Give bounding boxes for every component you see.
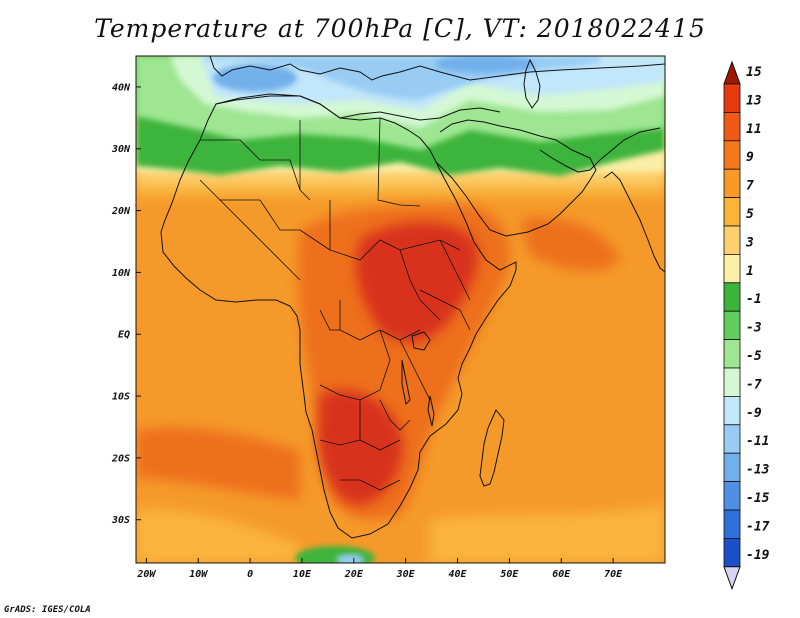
madagascar-outline [479,409,505,487]
lon-tick-label: 10E [293,569,312,580]
field-warm-south-atlantic [136,427,300,500]
colorbar-label: -7 [746,377,762,392]
lon-tick-label: 60E [552,569,571,580]
field-cold-core-ne [435,56,535,73]
colorbar-swatch [723,339,741,369]
persian-gulf-coast [539,127,661,173]
longitude-axis: 20W 10W 0 10E 20E 30E 40E 50E 60E 70E [136,558,623,580]
colorbar-swatch [723,310,741,341]
colorbar-label: -15 [746,491,770,506]
colorbar-label: -17 [746,519,770,534]
lat-tick-label: 20N [111,206,131,217]
latitude-axis: 40N 30N 20N 10N EQ 10S 20S 30S [111,82,141,526]
colorbar-swatch [723,538,741,568]
colorbar-label: 15 [746,65,762,80]
lat-tick-label: 30N [111,144,131,155]
colorbar-label: 11 [746,122,762,137]
field-cool-south-atlantic [136,509,300,563]
lat-tick-label: 40N [112,82,131,93]
colorbar-swatch [723,225,741,255]
colorbar-swatch [723,168,741,198]
colorbar-swatch [723,112,741,142]
lat-tick-label: EQ [118,330,130,341]
country-borders [199,117,471,491]
colorbar-swatch [723,140,741,170]
colorbar-top-arrow [723,60,741,85]
colorbar-swatch [723,452,741,483]
colorbar-swatch [723,282,741,312]
field-hot-southern-africa [318,389,403,505]
coastlines-borders [160,56,665,539]
colorbar-label: 1 [746,264,754,279]
colorbar-label: -19 [746,548,770,563]
colorbar-swatch [723,253,741,284]
colorbar-swatch [723,197,741,227]
colorbar-label: -11 [746,434,769,449]
colorbar-label: -1 [746,292,762,307]
field-warm-arabian-sea [520,217,620,272]
lake-malawi [427,395,435,427]
lat-tick-label: 20S [111,453,130,464]
lon-tick-label: 70E [604,569,623,580]
colorbar-swatch [723,83,741,113]
colorbar-label: 7 [746,179,754,194]
colorbar-swatch [723,424,741,454]
chart-title: Temperature at 700hPa [C], VT: 201802241… [94,14,706,43]
colorbar-label: -3 [746,321,762,336]
colorbar-swatch [723,367,741,397]
lat-tick-label: 10N [112,268,131,279]
mediterranean-coast [215,93,501,121]
colorbar-label: -5 [746,349,762,364]
lon-tick-label: 30E [396,569,416,580]
credit-text: GrADS: IGES/COLA [4,605,91,615]
colorbar-label: 5 [746,207,754,222]
lat-tick-label: 30S [111,515,130,526]
lake-tanganyika [401,359,411,406]
colorbar-label: 9 [746,150,754,165]
lon-tick-label: 10W [189,569,208,580]
india-outline [603,171,665,273]
field-cold-core-nw [213,64,297,92]
caspian-outline [523,58,541,109]
colorbar-bottom-arrow [723,566,741,591]
colorbar-swatch [723,481,741,511]
colorbar-label: 13 [746,93,762,108]
europe-coast [209,56,665,81]
colorbar: 15 13 11 9 7 5 3 1 -1 -3 -5 -7 -9 -11 -13 -15 -17 -19 [723,60,770,591]
lon-tick-label: 0 [247,569,253,580]
lon-tick-label: 20W [136,569,156,580]
lake-victoria [411,331,431,351]
arabia-outline [435,119,597,237]
lat-tick-label: 10S [112,392,130,403]
field-hot-east-africa [356,222,479,343]
lon-tick-label: 40E [449,569,468,580]
colorbar-label: -9 [746,406,762,421]
temperature-field [136,56,665,563]
map-frame [135,55,666,564]
field-cool-south-indian [430,505,665,563]
lon-tick-label: 50E [500,569,519,580]
colorbar-label: 3 [745,235,754,250]
colorbar-swatch [723,509,741,539]
colorbar-swatch [723,395,741,426]
lon-tick-label: 20E [344,569,364,580]
colorbar-label: -13 [746,463,770,478]
field-cold-south-tip-core [336,554,364,563]
